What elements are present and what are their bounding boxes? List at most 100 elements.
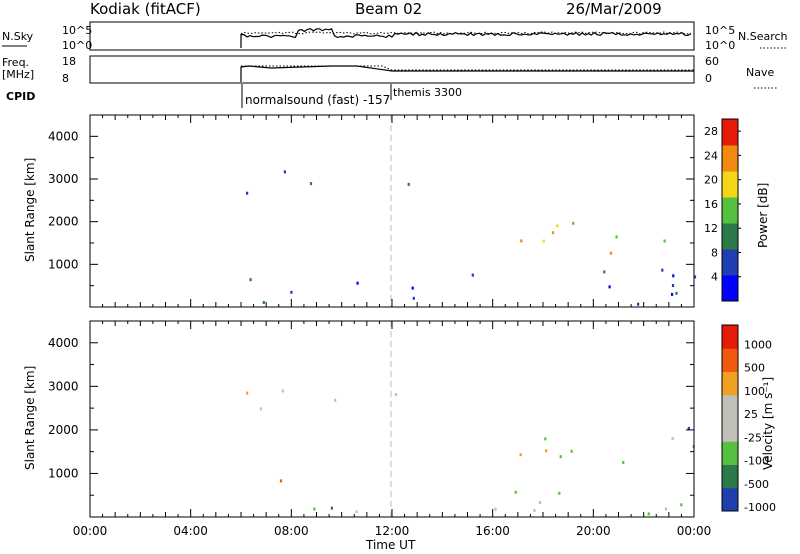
- colorbar-segment: [722, 394, 738, 419]
- colorbar-tick-label: 8: [711, 246, 718, 259]
- nsearch-trace: [240, 31, 692, 35]
- y-tick-label: 4000: [48, 129, 79, 143]
- echo-cell: [313, 507, 316, 511]
- nsky-trace: [240, 28, 692, 48]
- x-tick-label: 00:00: [73, 524, 108, 538]
- nsky-label: N.Sky: [2, 30, 34, 43]
- nsky-right-tick-bottom: 10^0: [705, 39, 735, 52]
- echo-cell: [412, 296, 415, 300]
- cpid-mode-2: themis 3300: [393, 86, 462, 99]
- echo-cell: [558, 491, 561, 495]
- beam-title: Beam 02: [355, 0, 422, 18]
- echo-cell: [355, 510, 358, 514]
- colorbar-segment: [722, 487, 738, 512]
- y-tick-label: 1000: [48, 466, 79, 480]
- echo-cell: [249, 278, 252, 282]
- echo-cell: [603, 270, 606, 274]
- echo-cell: [539, 501, 542, 504]
- nsky-right-tick-top: 10^5: [705, 24, 735, 37]
- colorbar-tick-label: -25: [744, 431, 762, 444]
- x-tick-label: 12:00: [375, 524, 410, 538]
- freq-label-line2: [MHz]: [2, 68, 34, 81]
- velocity-ylabel: Slant Range [km]: [23, 366, 37, 470]
- echo-cell: [542, 239, 545, 243]
- echo-cell: [395, 393, 398, 396]
- colorbar-frame: [721, 118, 739, 302]
- echo-cell: [283, 170, 286, 174]
- freq-panel: Freq. [MHz] 18 8 60 0 Nave: [2, 55, 778, 89]
- power-panel: 1000 2000 3000 4000 Slant Range [km] 4 8 12 16…: [23, 114, 770, 308]
- y-tick-label: 3000: [48, 172, 79, 186]
- time-axis: 00:00 04:00 08:00 12:00 16:00 20:00 00:00: [73, 524, 712, 538]
- power-echo-cells: [246, 170, 697, 306]
- echo-cell: [520, 239, 523, 243]
- freq-right-tick-bottom: 0: [705, 72, 712, 85]
- colorbar-tick-label: 1000: [744, 338, 772, 351]
- colorbar-segment: [722, 371, 738, 396]
- echo-cell: [559, 455, 562, 459]
- colorbar-segment: [722, 249, 738, 276]
- echo-cell: [259, 407, 262, 411]
- colorbar-tick-label: 100: [744, 385, 765, 398]
- colorbar-tick-label: 24: [704, 149, 718, 162]
- echo-cell: [334, 398, 337, 402]
- velocity-echo-cells: [246, 389, 695, 516]
- echo-cell: [290, 290, 293, 294]
- colorbar-segment: [722, 464, 738, 489]
- nave-trace: [241, 65, 694, 71]
- xlabel: Time UT: [365, 538, 416, 552]
- echo-cell: [671, 284, 675, 287]
- freq-trace: [240, 65, 694, 82]
- echo-cell: [330, 506, 333, 510]
- cpid-label: CPID: [6, 90, 35, 103]
- freq-label-line1: Freq.: [2, 56, 29, 69]
- echo-cell: [572, 221, 575, 225]
- echo-cell: [687, 426, 690, 430]
- y-tick-label: 1000: [48, 257, 79, 271]
- y-tick-label: 4000: [48, 336, 79, 350]
- echo-cell: [356, 281, 359, 285]
- nsearch-label: N.Search: [738, 30, 788, 43]
- colorbar-segment: [722, 348, 738, 372]
- echo-cell: [494, 507, 497, 511]
- x-tick-label: 16:00: [475, 524, 510, 538]
- echo-cell: [533, 509, 536, 512]
- echo-cell: [519, 453, 522, 457]
- nave-label: Nave: [746, 66, 774, 79]
- colorbar-segment: [722, 197, 738, 224]
- colorbar-tick-label: 16: [704, 198, 718, 211]
- echo-cell: [309, 182, 313, 186]
- echo-cell: [609, 251, 612, 255]
- echo-cell: [672, 274, 675, 278]
- echo-cell: [246, 391, 249, 395]
- freq-right-tick-top: 60: [705, 55, 719, 68]
- station-title: Kodiak (fitACF): [90, 0, 201, 18]
- echo-cell: [693, 275, 697, 279]
- echo-cell: [262, 301, 265, 304]
- cpid-row: CPID normalsound (fast) -157 themis 3300: [6, 84, 462, 108]
- nsky-panel: N.Sky 10^5 10^0 10^5 10^0 N.Search: [2, 21, 788, 52]
- velocity-panel: 1000 2000 3000 4000 Slant Range [km] 1000 50…: [23, 320, 776, 518]
- echo-cell: [411, 286, 414, 290]
- echo-cell: [544, 437, 547, 441]
- y-tick-label: 2000: [48, 215, 79, 229]
- colorbar-tick-label: -1000: [744, 501, 776, 514]
- colorbar-frame: [721, 324, 739, 512]
- colorbar-segment: [722, 275, 738, 302]
- velocity-colorbar-label: Velocity [m s⁻¹]: [761, 377, 775, 470]
- echo-cell: [637, 302, 640, 306]
- colorbar-tick-label: 25: [744, 408, 758, 421]
- echo-cell: [675, 291, 678, 295]
- echo-cell: [556, 224, 559, 228]
- echo-cell: [551, 231, 555, 235]
- x-tick-label: 00:00: [677, 524, 712, 538]
- freq-tick-top: 18: [62, 55, 76, 68]
- cpid-mode-1: normalsound (fast) -157: [245, 93, 390, 107]
- freq-tick-bottom: 8: [62, 72, 69, 85]
- echo-cell: [570, 449, 573, 453]
- y-tick-label: 3000: [48, 379, 79, 393]
- echo-cell: [407, 182, 410, 186]
- colorbar-segment: [722, 418, 738, 442]
- colorbar-segment: [722, 325, 738, 349]
- date-title: 26/Mar/2009: [566, 0, 662, 18]
